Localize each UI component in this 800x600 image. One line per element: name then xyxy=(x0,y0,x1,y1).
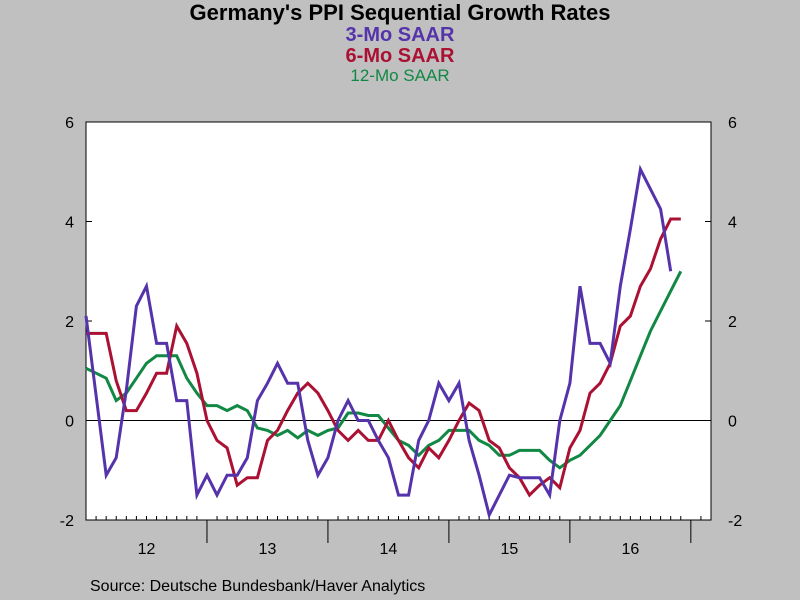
source-note: Source: Deutsche Bundesbank/Haver Analyt… xyxy=(90,578,426,595)
legend-6mo-saar: 6-Mo SAAR xyxy=(345,45,455,67)
y-tick-label-left: 0 xyxy=(65,414,74,431)
y-tick-label-left: -2 xyxy=(60,513,74,530)
series-3mo-saar-line xyxy=(84,164,673,520)
y-tick-label-right: 0 xyxy=(728,414,737,431)
series-12mo-saar-line xyxy=(85,270,683,470)
legend-12mo-saar: 12-Mo SAAR xyxy=(350,66,450,85)
series-6mo-saar-line xyxy=(86,217,681,498)
x-tick-label: 15 xyxy=(500,541,518,558)
x-tick-label: 16 xyxy=(621,541,639,558)
chart-title: Germany's PPI Sequential Growth Rates xyxy=(189,0,611,25)
y-tick-label-left: 4 xyxy=(65,215,74,232)
x-tick-label: 13 xyxy=(259,541,277,558)
y-tick-label-right: 2 xyxy=(728,314,737,331)
y-tick-label-right: -2 xyxy=(728,513,742,530)
y-tick-label-right: 4 xyxy=(728,215,737,232)
y-tick-label-left: 2 xyxy=(65,314,74,331)
x-tick-label: 14 xyxy=(380,541,398,558)
legend-3mo-saar: 3-Mo SAAR xyxy=(345,24,455,46)
y-tick-label-right: 6 xyxy=(728,115,737,132)
x-tick-label: 12 xyxy=(138,541,156,558)
y-tick-label-left: 6 xyxy=(65,115,74,132)
